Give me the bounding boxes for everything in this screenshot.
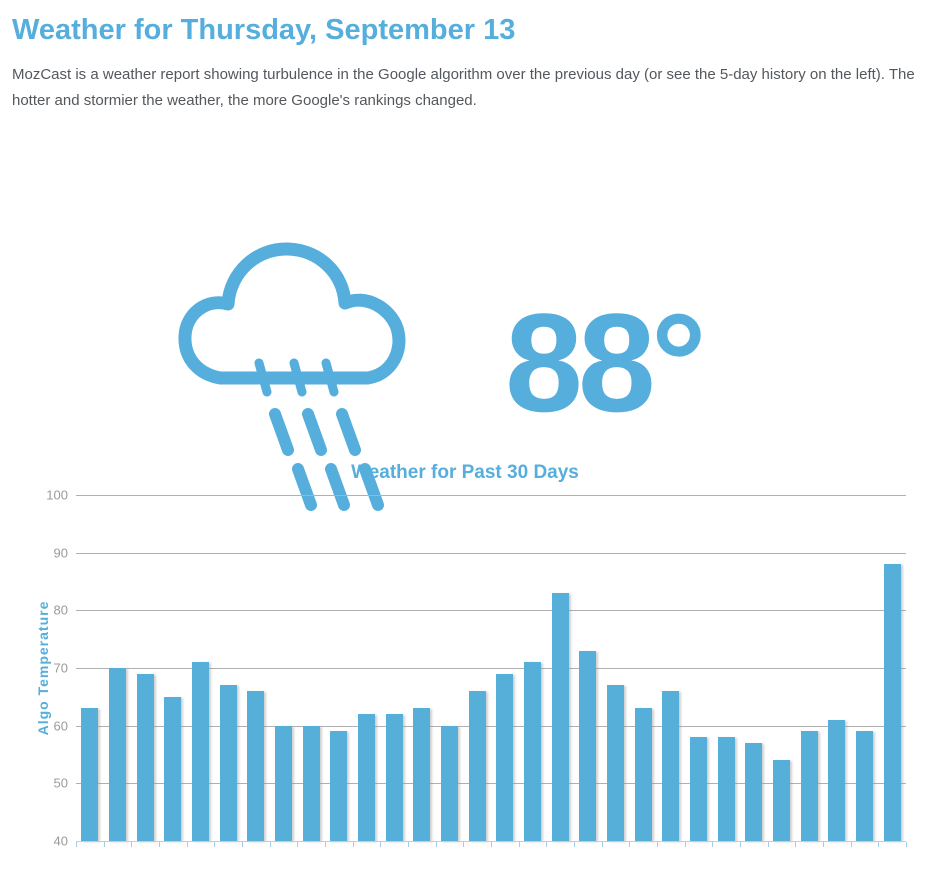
- x-axis-tick: [103, 842, 105, 847]
- chart-bar[interactable]: [330, 731, 348, 841]
- x-axis-tick: [325, 842, 326, 847]
- x-axis-tick: [76, 842, 77, 847]
- x-axis-tick: [159, 842, 160, 847]
- chart-bar[interactable]: [192, 662, 209, 841]
- gridline: [76, 552, 906, 554]
- x-axis-tick: [491, 842, 492, 847]
- rain-cloud-icon: [178, 242, 406, 511]
- x-axis-tick: [380, 842, 382, 847]
- x-axis-tick: [214, 842, 216, 847]
- chart-bar[interactable]: [247, 691, 265, 841]
- x-axis-tick: [740, 842, 741, 847]
- y-axis-tick-label: 50: [53, 775, 68, 791]
- x-axis-tick: [131, 842, 133, 847]
- gridline: [76, 668, 906, 669]
- chart-bar[interactable]: [773, 760, 790, 841]
- chart-bar[interactable]: [690, 737, 707, 841]
- x-axis-tick: [546, 842, 548, 847]
- x-axis-tick: [629, 842, 631, 847]
- x-axis-tick: [435, 842, 437, 847]
- chart-bar[interactable]: [828, 719, 846, 841]
- x-axis-tick: [601, 842, 603, 847]
- chart-bar[interactable]: [607, 685, 624, 841]
- chart-bar[interactable]: [551, 593, 569, 841]
- x-axis-tick: [795, 842, 797, 847]
- chart-bar[interactable]: [800, 731, 818, 841]
- x-axis-tick: [242, 842, 243, 847]
- chart-bar[interactable]: [524, 662, 541, 841]
- page-title: Weather for Thursday, September 13: [12, 14, 516, 46]
- chart-bar[interactable]: [496, 673, 514, 841]
- x-axis-tick: [823, 842, 824, 847]
- gridline: [76, 495, 906, 496]
- x-axis-tick: [269, 842, 271, 847]
- chart-bar[interactable]: [302, 725, 320, 841]
- chart-bar[interactable]: [717, 737, 735, 841]
- x-axis-tick: [297, 842, 299, 847]
- chart-bar[interactable]: [136, 673, 154, 841]
- y-axis-tick-label: 90: [53, 545, 68, 561]
- chart-bar[interactable]: [634, 708, 652, 841]
- chart-bar[interactable]: [579, 650, 597, 841]
- y-axis-tick-label: 70: [53, 660, 68, 676]
- chart-bar[interactable]: [275, 725, 292, 841]
- page-description: MozCast is a weather report showing turb…: [12, 66, 915, 109]
- plot-area: 100 90 80 70 60 50 40: [46, 488, 907, 849]
- x-axis-tick: [878, 842, 880, 847]
- gridline: [76, 610, 906, 612]
- chart-bar[interactable]: [109, 668, 126, 841]
- x-axis-tick: [408, 842, 409, 847]
- x-axis-tick: [850, 842, 852, 847]
- y-axis-tick-label: 100: [46, 487, 68, 503]
- x-axis-tick: [767, 842, 769, 847]
- gridline: [76, 725, 906, 727]
- current-weather-section: 88°: [0, 115, 930, 511]
- chart-bar[interactable]: [856, 731, 873, 841]
- chart-bar[interactable]: [441, 725, 458, 841]
- chart-bar[interactable]: [662, 691, 680, 841]
- y-axis-tick-label: 40: [53, 833, 68, 849]
- temperature-reading: 88°: [505, 284, 707, 441]
- chart-bar[interactable]: [358, 714, 375, 841]
- y-axis-tick-label: 80: [53, 602, 68, 618]
- x-axis-tick: [906, 842, 907, 847]
- x-axis-tick: [186, 842, 188, 847]
- gridline: [76, 783, 906, 785]
- chart-bar[interactable]: [385, 714, 403, 841]
- x-axis-tick: [352, 842, 354, 847]
- chart-bar[interactable]: [413, 708, 431, 841]
- x-axis-tick: [712, 842, 714, 847]
- chart-bar[interactable]: [745, 742, 763, 841]
- chart-title: Weather for Past 30 Days: [351, 462, 579, 483]
- y-axis-tick-label: 60: [53, 718, 68, 734]
- chart-bar[interactable]: [219, 685, 237, 841]
- chart-bar[interactable]: [883, 564, 901, 841]
- chart-bar[interactable]: [468, 691, 486, 841]
- x-axis-tick: [657, 842, 658, 847]
- x-axis-tick: [463, 842, 465, 847]
- chart-bar[interactable]: [81, 708, 99, 841]
- chart-bar[interactable]: [164, 696, 182, 841]
- x-axis-line: [76, 841, 906, 842]
- x-axis-tick: [684, 842, 686, 847]
- x-axis-tick: [574, 842, 575, 847]
- x-axis-tick: [518, 842, 520, 847]
